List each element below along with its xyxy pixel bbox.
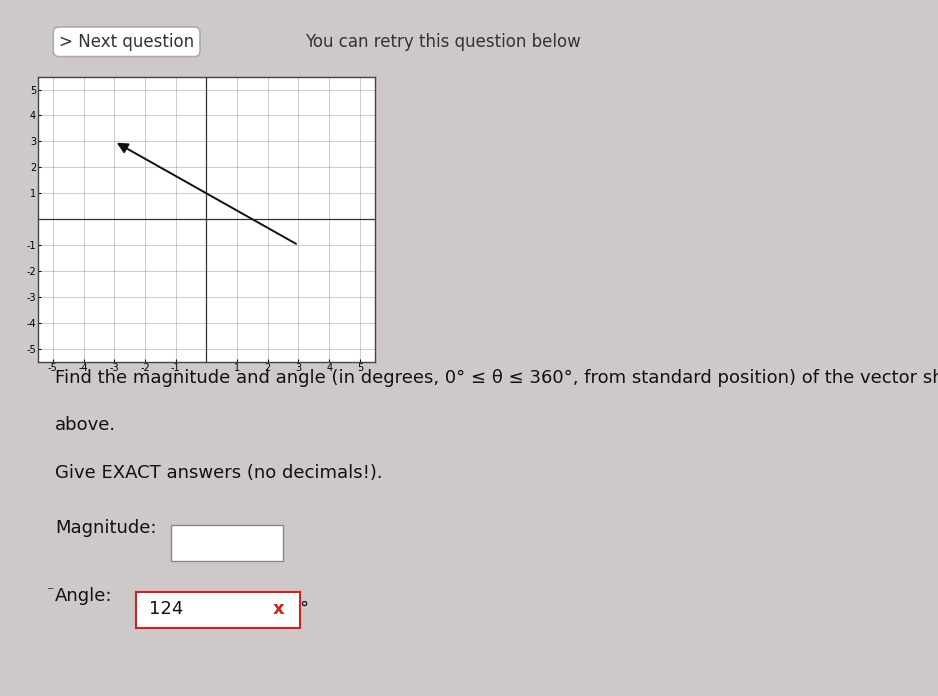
Text: Angle:: Angle: <box>55 587 113 605</box>
Text: ⁻: ⁻ <box>46 585 53 599</box>
Text: above.: above. <box>55 416 116 434</box>
Text: 124: 124 <box>149 600 183 618</box>
Text: x: x <box>272 600 284 618</box>
Text: Give EXACT answers (no decimals!).: Give EXACT answers (no decimals!). <box>55 464 383 482</box>
FancyBboxPatch shape <box>171 525 282 561</box>
Text: Find the magnitude and angle (in degrees, 0° ≤ θ ≤ 360°, from standard position): Find the magnitude and angle (in degrees… <box>55 369 938 386</box>
Text: Magnitude:: Magnitude: <box>55 519 157 537</box>
FancyBboxPatch shape <box>135 592 300 628</box>
Text: > Next question: > Next question <box>59 33 194 51</box>
Text: °: ° <box>299 600 309 618</box>
Text: You can retry this question below: You can retry this question below <box>305 33 581 51</box>
